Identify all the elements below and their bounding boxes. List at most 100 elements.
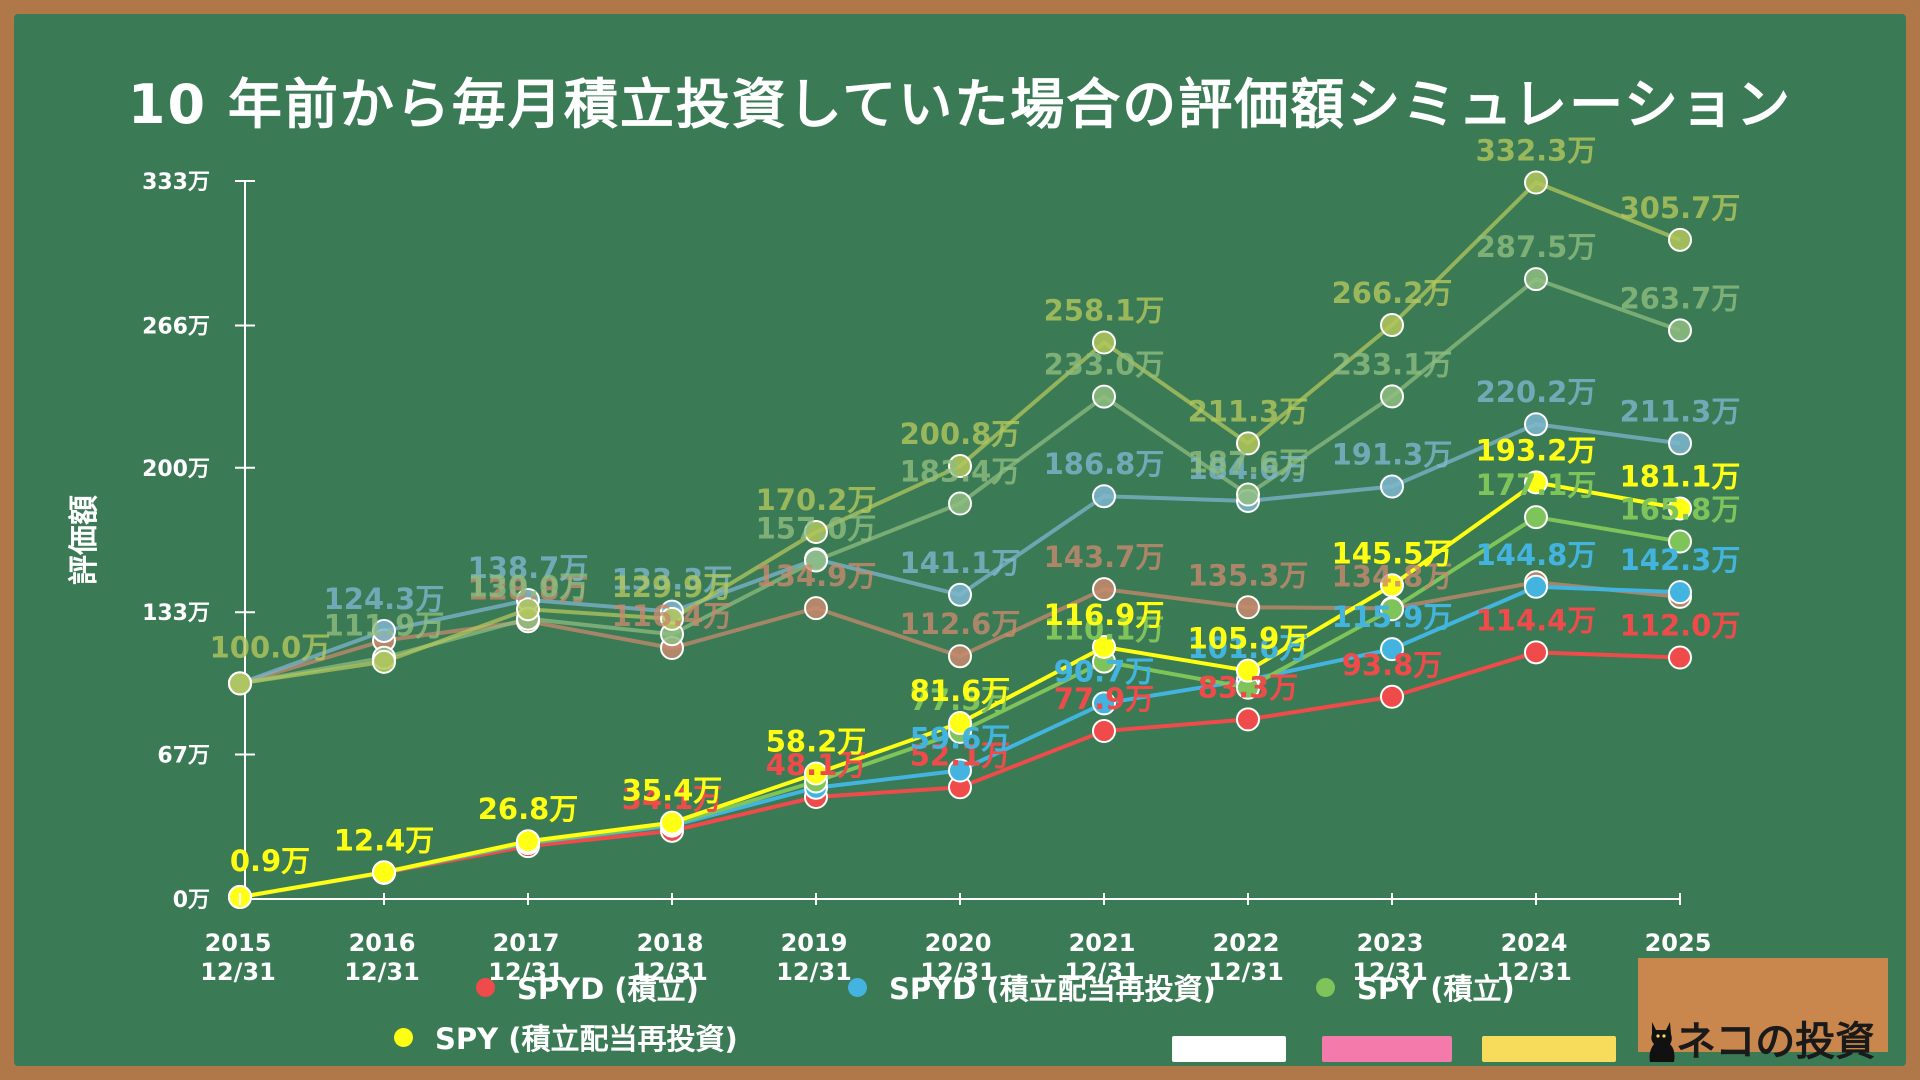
legend-item: SPY (積立配当再投資) (394, 1016, 738, 1058)
data-point (804, 520, 828, 545)
data-label: 112.6万 (900, 607, 1021, 641)
data-label: 100.0万 (210, 630, 331, 664)
data-point (1380, 637, 1404, 662)
x-tick-label: 2020 (925, 929, 992, 957)
x-tick-label: 12/31 (920, 958, 996, 986)
y-tick-label: 133万 (142, 601, 210, 626)
data-point (804, 548, 828, 573)
data-point (1524, 505, 1548, 530)
data-label: 133.3万 (612, 563, 733, 597)
data-point (1668, 645, 1692, 670)
data-label: 116.9万 (1044, 598, 1165, 632)
data-point (1668, 318, 1692, 343)
legend-label: SPY (積立) (1357, 972, 1515, 1006)
y-tick-label: 266万 (142, 314, 210, 339)
data-point (1092, 384, 1116, 409)
data-point (516, 597, 540, 622)
legend-label: SPYD (積立) (517, 972, 699, 1006)
x-tick-label: 12/31 (776, 958, 852, 986)
data-point (1236, 658, 1260, 683)
data-label: 58.2万 (766, 725, 867, 759)
data-label: 34.1万 (622, 782, 723, 816)
data-label: 129.9万 (612, 570, 733, 604)
data-label: 211.3万 (1620, 394, 1741, 428)
data-point (1668, 431, 1692, 456)
legend-marker (394, 1027, 413, 1047)
data-point (1236, 707, 1260, 732)
data-label: 184.6万 (1188, 452, 1309, 486)
data-label: 263.7万 (1620, 281, 1741, 315)
data-label: 105.9万 (1188, 622, 1309, 656)
data-label: 332.3万 (1476, 134, 1597, 168)
data-label: 144.8万 (1476, 538, 1597, 572)
chalk-pink (1322, 1036, 1452, 1062)
data-point (1668, 580, 1692, 605)
data-label: 134.8万 (1332, 559, 1453, 593)
x-tick-label: 12/31 (632, 958, 708, 986)
data-point (948, 758, 972, 783)
data-point (1524, 640, 1548, 665)
data-label: 142.3万 (1620, 543, 1741, 577)
data-label: 26.8万 (478, 792, 579, 826)
data-label: 12.4万 (334, 823, 435, 857)
data-point (1092, 719, 1116, 744)
data-point (804, 596, 828, 621)
data-point (1524, 267, 1548, 292)
data-point (1380, 313, 1404, 338)
data-point (516, 829, 540, 854)
data-label: 220.2万 (1476, 375, 1597, 409)
data-point (1092, 330, 1116, 355)
data-label: 101.6万 (1188, 631, 1309, 665)
black-cat-icon (1649, 1022, 1675, 1062)
data-point (948, 711, 972, 736)
data-label: 116.4万 (612, 599, 733, 633)
x-tick-label: 12/31 (488, 958, 564, 986)
y-axis-title: 評価額 (67, 495, 102, 585)
data-label: 90.7万 (1054, 654, 1155, 688)
legend-item: SPY (積立) (1316, 966, 1515, 1008)
data-point (228, 671, 252, 696)
data-point (1668, 227, 1692, 252)
data-point (1236, 482, 1260, 507)
data-label: 77.9万 (1054, 682, 1155, 716)
data-label: 165.8万 (1620, 493, 1741, 527)
data-label: 114.4万 (1476, 603, 1597, 637)
data-label: 233.0万 (1044, 348, 1165, 382)
data-label: 181.1万 (1620, 460, 1741, 494)
data-point (1092, 577, 1116, 602)
data-point (1380, 384, 1404, 409)
data-label: 170.2万 (756, 483, 877, 517)
y-tick-label: 67万 (157, 744, 210, 769)
x-tick-label: 2021 (1069, 929, 1136, 957)
data-point (1380, 573, 1404, 598)
data-point (1380, 474, 1404, 499)
data-label: 187.6万 (1188, 446, 1309, 480)
data-point (1236, 595, 1260, 620)
data-label: 305.7万 (1620, 191, 1741, 225)
data-label: 35.4万 (622, 774, 723, 808)
data-label: 134.9万 (756, 559, 877, 593)
data-label: 110.1万 (1044, 613, 1165, 647)
data-point (948, 454, 972, 479)
data-point (1668, 529, 1692, 554)
data-label: 211.3万 (1188, 394, 1309, 428)
y-tick-label: 0万 (173, 888, 210, 913)
data-label: 77.5万 (910, 683, 1011, 717)
x-tick-label: 12/31 (200, 958, 276, 986)
data-label: 141.1万 (900, 546, 1021, 580)
data-label: 177.1万 (1476, 468, 1597, 502)
data-label: 138.7万 (468, 551, 589, 585)
data-label: 287.5万 (1476, 230, 1597, 264)
data-label: 81.6万 (910, 674, 1011, 708)
data-label: 0.9万 (230, 844, 310, 878)
chalkboard: 10 年前から毎月積立投資していた場合の評価額シミュレーション 評価額 0万 67… (14, 14, 1906, 1066)
data-label: 145.5万 (1332, 536, 1453, 570)
legend-label: SPY (積立配当再投資) (435, 1022, 738, 1056)
data-point (1092, 484, 1116, 509)
data-point (1092, 634, 1116, 659)
data-point (1380, 597, 1404, 622)
legend-item: SPYD (積立配当再投資) (848, 966, 1216, 1008)
x-tick-label: 12/31 (1208, 958, 1284, 986)
data-point (1668, 496, 1692, 521)
x-tick-label: 12/31 (1496, 958, 1572, 986)
